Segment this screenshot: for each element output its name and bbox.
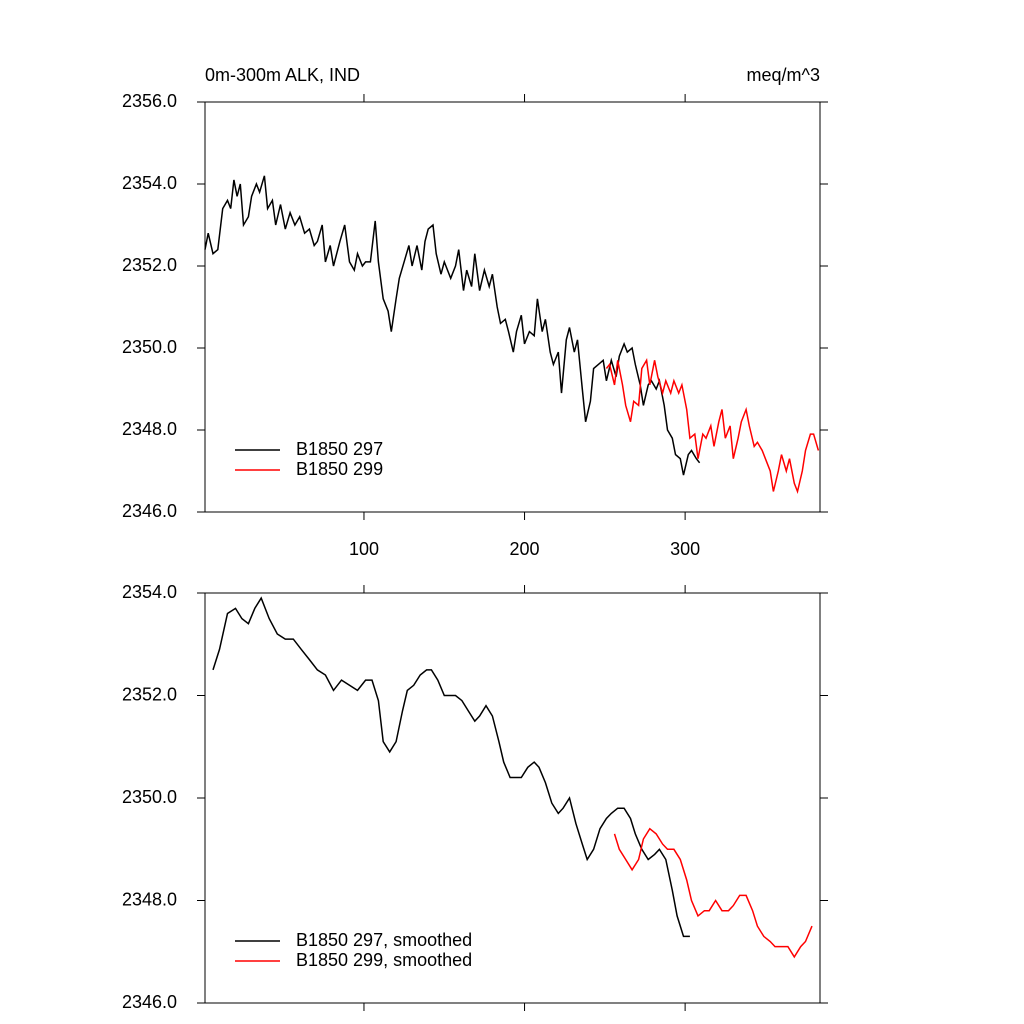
legend-label: B1850 297, smoothed — [296, 930, 472, 950]
legend-label: B1850 299 — [296, 459, 383, 479]
chart-title: 0m-300m ALK, IND — [205, 65, 360, 85]
y-tick-label: 2348.0 — [122, 419, 177, 439]
y-tick-label: 2346.0 — [122, 501, 177, 521]
units-label: meq/m^3 — [747, 65, 820, 85]
legend-label: B1850 299, smoothed — [296, 950, 472, 970]
y-tick-label: 2352.0 — [122, 255, 177, 275]
legend-label: B1850 297 — [296, 439, 383, 459]
x-tick-label: 200 — [510, 539, 540, 559]
y-tick-label: 2352.0 — [122, 684, 177, 704]
y-tick-label: 2354.0 — [122, 173, 177, 193]
x-tick-label: 100 — [349, 539, 379, 559]
y-tick-label: 2354.0 — [122, 582, 177, 602]
x-tick-label: 300 — [670, 539, 700, 559]
data-line — [204, 175, 701, 476]
y-tick-label: 2348.0 — [122, 889, 177, 909]
data-line — [613, 827, 813, 959]
y-tick-label: 2356.0 — [122, 91, 177, 111]
y-tick-label: 2346.0 — [122, 992, 177, 1012]
y-tick-label: 2350.0 — [122, 337, 177, 357]
data-line — [605, 358, 820, 495]
plot-frame — [204, 101, 821, 513]
y-tick-label: 2350.0 — [122, 787, 177, 807]
data-line — [212, 596, 690, 938]
